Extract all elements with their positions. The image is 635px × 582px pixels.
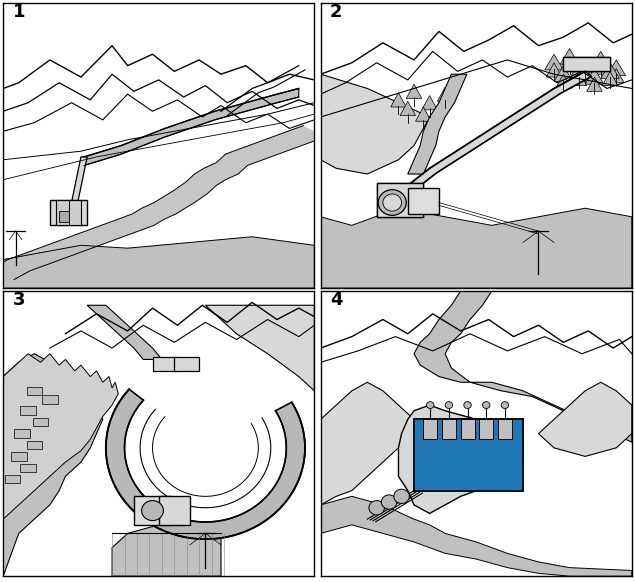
Bar bbox=[461, 419, 475, 439]
Bar bbox=[414, 419, 523, 491]
Bar bbox=[11, 452, 27, 461]
Polygon shape bbox=[399, 405, 523, 513]
Polygon shape bbox=[206, 305, 314, 391]
Polygon shape bbox=[607, 60, 625, 76]
Bar bbox=[498, 419, 512, 439]
Bar bbox=[50, 200, 87, 225]
Polygon shape bbox=[560, 48, 579, 64]
Polygon shape bbox=[106, 389, 305, 539]
Bar bbox=[408, 189, 439, 214]
Text: 1: 1 bbox=[13, 3, 25, 21]
Bar bbox=[59, 211, 69, 222]
Polygon shape bbox=[593, 60, 608, 74]
Polygon shape bbox=[414, 291, 632, 442]
Polygon shape bbox=[400, 101, 415, 116]
Bar bbox=[27, 386, 42, 395]
Bar bbox=[424, 419, 438, 439]
Bar bbox=[377, 183, 424, 217]
Bar bbox=[33, 418, 48, 427]
Polygon shape bbox=[321, 208, 632, 288]
Bar bbox=[42, 395, 58, 404]
Polygon shape bbox=[69, 157, 87, 217]
Circle shape bbox=[427, 402, 434, 409]
Bar bbox=[134, 496, 171, 525]
Text: 2: 2 bbox=[330, 3, 342, 21]
Bar bbox=[14, 430, 30, 438]
Polygon shape bbox=[585, 69, 604, 84]
Bar bbox=[159, 496, 190, 525]
Polygon shape bbox=[321, 382, 414, 505]
Circle shape bbox=[464, 402, 471, 409]
Bar bbox=[414, 419, 523, 491]
Circle shape bbox=[383, 194, 401, 211]
Circle shape bbox=[501, 402, 509, 409]
Polygon shape bbox=[554, 66, 573, 81]
Polygon shape bbox=[112, 525, 221, 576]
Circle shape bbox=[378, 190, 406, 215]
Bar bbox=[152, 357, 177, 371]
Polygon shape bbox=[591, 51, 610, 67]
Circle shape bbox=[394, 489, 410, 503]
Polygon shape bbox=[562, 57, 577, 72]
Circle shape bbox=[382, 495, 397, 509]
Polygon shape bbox=[3, 354, 103, 576]
Polygon shape bbox=[556, 74, 571, 88]
Polygon shape bbox=[84, 88, 298, 165]
Polygon shape bbox=[587, 77, 602, 91]
Circle shape bbox=[483, 402, 490, 409]
Polygon shape bbox=[422, 95, 438, 110]
Polygon shape bbox=[389, 72, 591, 205]
Polygon shape bbox=[576, 57, 594, 73]
Bar bbox=[563, 57, 610, 72]
Bar bbox=[442, 419, 456, 439]
Bar bbox=[20, 463, 36, 472]
Polygon shape bbox=[570, 63, 588, 79]
Circle shape bbox=[445, 402, 453, 409]
Bar bbox=[4, 475, 20, 484]
Bar bbox=[563, 57, 610, 72]
Bar bbox=[479, 419, 493, 439]
Polygon shape bbox=[321, 496, 632, 576]
Polygon shape bbox=[577, 66, 593, 80]
Text: 4: 4 bbox=[330, 291, 342, 309]
Polygon shape bbox=[391, 93, 406, 107]
Polygon shape bbox=[538, 382, 632, 456]
Polygon shape bbox=[406, 84, 422, 98]
Polygon shape bbox=[546, 63, 562, 77]
Bar bbox=[20, 406, 36, 415]
Polygon shape bbox=[0, 126, 325, 279]
Bar bbox=[174, 357, 199, 371]
Bar bbox=[27, 441, 42, 449]
Bar bbox=[377, 183, 424, 217]
Polygon shape bbox=[602, 72, 618, 86]
Polygon shape bbox=[3, 354, 118, 519]
Polygon shape bbox=[87, 305, 162, 360]
Polygon shape bbox=[571, 72, 587, 86]
Circle shape bbox=[142, 501, 163, 520]
Bar bbox=[56, 200, 81, 225]
Polygon shape bbox=[321, 74, 430, 174]
Polygon shape bbox=[408, 74, 467, 174]
Polygon shape bbox=[545, 54, 563, 70]
Polygon shape bbox=[438, 87, 453, 101]
Polygon shape bbox=[601, 63, 619, 79]
Circle shape bbox=[369, 501, 384, 515]
Text: 3: 3 bbox=[13, 291, 25, 309]
Polygon shape bbox=[3, 237, 314, 288]
Polygon shape bbox=[608, 69, 624, 83]
Polygon shape bbox=[415, 107, 431, 121]
